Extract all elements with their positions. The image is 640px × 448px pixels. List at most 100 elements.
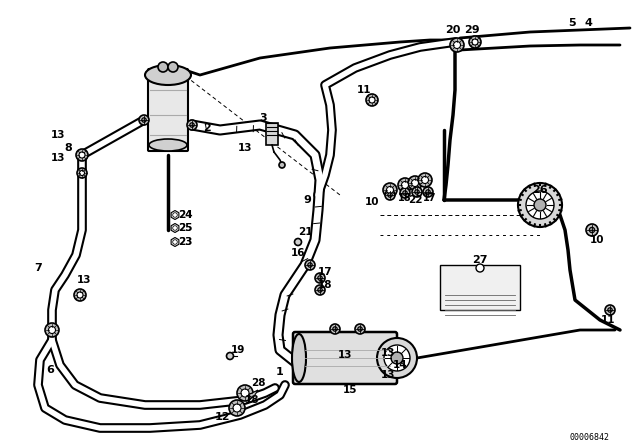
Circle shape <box>423 187 433 197</box>
Ellipse shape <box>149 139 187 151</box>
Circle shape <box>534 199 546 211</box>
Circle shape <box>415 190 419 194</box>
Circle shape <box>400 188 410 198</box>
Circle shape <box>158 62 168 72</box>
Circle shape <box>388 193 392 197</box>
Circle shape <box>45 323 59 337</box>
Text: 22: 22 <box>408 195 422 205</box>
Text: 17: 17 <box>423 193 436 203</box>
Circle shape <box>187 120 197 130</box>
Text: 10: 10 <box>365 197 380 207</box>
Text: 17: 17 <box>317 267 332 277</box>
Circle shape <box>173 226 177 230</box>
Circle shape <box>227 353 234 359</box>
Text: 28: 28 <box>251 378 265 388</box>
Ellipse shape <box>145 65 191 85</box>
Circle shape <box>237 385 253 401</box>
Circle shape <box>366 94 378 106</box>
Text: 4: 4 <box>584 18 592 28</box>
Circle shape <box>608 308 612 312</box>
Circle shape <box>294 238 301 246</box>
Circle shape <box>384 345 410 371</box>
Circle shape <box>412 187 422 197</box>
Text: 23: 23 <box>178 237 192 247</box>
Circle shape <box>305 260 315 270</box>
Text: 2: 2 <box>203 123 211 133</box>
Circle shape <box>333 327 337 331</box>
Circle shape <box>74 289 86 301</box>
Bar <box>440 265 520 310</box>
Circle shape <box>139 115 149 125</box>
Circle shape <box>398 178 412 192</box>
Circle shape <box>589 227 595 233</box>
Circle shape <box>76 149 88 161</box>
Circle shape <box>426 190 430 194</box>
Polygon shape <box>248 390 258 398</box>
Circle shape <box>454 42 461 48</box>
Text: 13: 13 <box>51 153 65 163</box>
Circle shape <box>315 285 325 295</box>
Circle shape <box>141 118 147 122</box>
Circle shape <box>401 181 408 189</box>
Text: 14: 14 <box>393 360 407 370</box>
Circle shape <box>469 36 481 48</box>
Text: 13: 13 <box>237 143 252 153</box>
Text: 23: 23 <box>179 237 191 247</box>
Text: 00006842: 00006842 <box>570 433 610 442</box>
Circle shape <box>77 168 87 178</box>
Text: 18: 18 <box>317 280 332 290</box>
Text: 18: 18 <box>398 193 412 203</box>
Circle shape <box>377 338 417 378</box>
Circle shape <box>586 224 598 236</box>
Circle shape <box>79 171 84 176</box>
Text: 13: 13 <box>381 348 396 358</box>
Circle shape <box>79 152 85 158</box>
Polygon shape <box>171 224 179 233</box>
Circle shape <box>279 162 285 168</box>
Text: 11: 11 <box>356 85 371 95</box>
Text: 13: 13 <box>381 370 396 380</box>
Text: 13: 13 <box>51 130 65 140</box>
Text: 16: 16 <box>291 248 305 258</box>
Circle shape <box>317 288 323 292</box>
Text: 10: 10 <box>589 235 604 245</box>
Circle shape <box>422 177 429 184</box>
FancyBboxPatch shape <box>148 69 188 151</box>
Circle shape <box>308 263 312 267</box>
Circle shape <box>526 191 554 219</box>
Text: 25: 25 <box>179 223 191 233</box>
Text: 11: 11 <box>601 315 615 325</box>
Circle shape <box>355 324 365 334</box>
Text: 6: 6 <box>46 365 54 375</box>
Circle shape <box>385 190 395 200</box>
Circle shape <box>418 173 432 187</box>
Text: 7: 7 <box>34 263 42 273</box>
Circle shape <box>387 186 394 194</box>
Circle shape <box>173 213 177 217</box>
Circle shape <box>369 97 375 103</box>
Circle shape <box>605 305 615 315</box>
Circle shape <box>315 273 325 283</box>
Text: 29: 29 <box>464 25 480 35</box>
Polygon shape <box>171 211 179 220</box>
Bar <box>266 123 278 145</box>
Circle shape <box>241 389 249 397</box>
Circle shape <box>450 38 464 52</box>
Circle shape <box>472 39 478 45</box>
Text: 25: 25 <box>178 223 192 233</box>
Text: 18: 18 <box>244 395 259 405</box>
Ellipse shape <box>292 334 306 382</box>
Circle shape <box>358 327 362 331</box>
Circle shape <box>383 183 397 197</box>
Text: 27: 27 <box>472 255 488 265</box>
Circle shape <box>77 292 83 298</box>
Text: 5: 5 <box>568 18 576 28</box>
Text: 19: 19 <box>231 345 245 355</box>
Circle shape <box>49 327 56 333</box>
Text: 8: 8 <box>64 143 72 153</box>
Text: 24: 24 <box>178 210 192 220</box>
Circle shape <box>168 62 178 72</box>
Circle shape <box>229 400 245 416</box>
Text: 1: 1 <box>276 367 284 377</box>
Text: 13: 13 <box>338 350 352 360</box>
